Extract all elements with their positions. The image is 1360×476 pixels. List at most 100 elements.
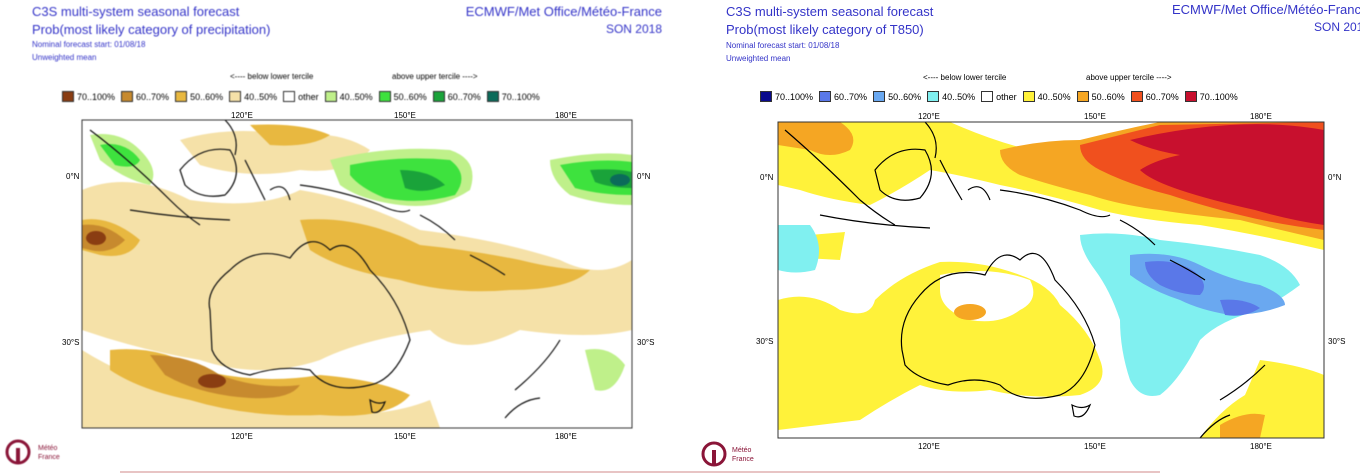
below-tercile-label: <---- below lower tercile <box>230 72 314 81</box>
legend-item: 40..50% <box>1022 91 1071 102</box>
axis-right-0n: 0°N <box>1328 173 1342 182</box>
axis-top-150e: 150°E <box>1084 112 1106 121</box>
meteo-france-logo: Météo France <box>4 434 84 476</box>
legend-swatch <box>62 91 74 102</box>
axis-bottom-180e: 180°E <box>1250 442 1272 451</box>
legend-swatch <box>229 91 242 102</box>
svg-text:Météo: Météo <box>38 445 58 452</box>
legend-label: other <box>996 91 1017 102</box>
panel-subtitle: Prob(most likely category of precipitati… <box>32 22 271 37</box>
legend-item: 70..100% <box>760 91 813 102</box>
legend-label: 70..100% <box>77 91 116 102</box>
bottom-divider <box>120 471 1160 473</box>
mean-type: Unweighted mean <box>726 54 791 63</box>
legend-swatch <box>283 91 296 102</box>
legend-label: 40..50% <box>1037 91 1071 102</box>
axis-top-150e: 150°E <box>394 111 416 120</box>
legend-swatch <box>175 91 188 102</box>
precipitation-map <box>81 119 633 429</box>
provider-name: ECMWF/Met Office/Météo-France <box>465 4 662 19</box>
legend-item: 50..60% <box>1076 91 1125 102</box>
legend-label: 40..50% <box>244 91 278 102</box>
panel-title: C3S multi-system seasonal forecast <box>726 4 934 19</box>
svg-text:France: France <box>38 454 60 461</box>
legend-swatch <box>927 91 940 102</box>
legend-label: 40..50% <box>339 91 373 102</box>
legend-item: 70..100% <box>486 91 540 102</box>
legend-swatch <box>1076 91 1089 102</box>
legend-item: 40..50% <box>927 91 975 102</box>
meteo-france-logo-icon: Météo France <box>701 441 754 467</box>
temperature-map <box>777 121 1325 439</box>
legend-item: 60..70% <box>819 91 867 102</box>
axis-right-30s: 30°S <box>637 338 655 347</box>
map-frame <box>81 119 633 429</box>
axis-left-30s: 30°S <box>62 338 80 347</box>
legend-label: 60..70% <box>136 91 170 102</box>
legend-item: 60..70% <box>121 91 169 102</box>
above-tercile-label: above upper tercile ----> <box>1086 73 1172 82</box>
legend-swatch <box>760 91 772 102</box>
legend-label: 60..70% <box>834 91 868 102</box>
axis-bottom-120e: 120°E <box>231 432 253 441</box>
legend-label: 60..70% <box>447 91 481 102</box>
mean-type: Unweighted mean <box>32 53 97 62</box>
axis-top-120e: 120°E <box>918 112 940 121</box>
legend-label: 70..100% <box>501 91 540 102</box>
axis-top-180e: 180°E <box>555 111 577 120</box>
legend-swatch <box>121 91 134 102</box>
temperature-field <box>778 122 1324 438</box>
axis-right-30s: 30°S <box>1328 337 1346 346</box>
axis-top-180e: 180°E <box>1250 112 1272 121</box>
forecast-start: Nominal forecast start: 01/08/18 <box>32 40 146 49</box>
legend-swatch <box>873 91 886 102</box>
precipitation-legend: 70..100% 60..70% 50..60% 40..50% other 40..50… <box>62 91 546 102</box>
panel-title: C3S multi-system seasonal forecast <box>32 4 240 19</box>
temperature-legend: 70..100% 60..70% 50..60% 40..50% other 40..50… <box>760 91 1244 102</box>
legend-label: 50..60% <box>393 91 427 102</box>
legend-swatch <box>1184 91 1197 102</box>
axis-left-0n: 0°N <box>760 173 774 182</box>
legend-swatch <box>324 91 337 102</box>
provider-name: ECMWF/Met Office/Météo-France <box>1172 2 1360 17</box>
legend-label: 50..60% <box>190 91 224 102</box>
axis-bottom-150e: 150°E <box>1084 442 1106 451</box>
legend-label: other <box>298 91 319 102</box>
axis-bottom-180e: 180°E <box>555 432 577 441</box>
below-tercile-label: <---- below lower tercile <box>923 73 1007 82</box>
map-frame <box>777 121 1325 439</box>
axis-left-30s: 30°S <box>756 337 774 346</box>
legend-swatch <box>1022 91 1035 102</box>
legend-label: 70..100% <box>1199 91 1238 102</box>
coastlines <box>89 120 561 419</box>
legend-swatch <box>819 91 832 102</box>
legend-item: 60..70% <box>432 91 481 102</box>
meteo-france-logo: Météo France <box>700 438 780 476</box>
panel-subtitle: Prob(most likely category of T850) <box>726 22 924 37</box>
legend-swatch <box>1130 91 1143 102</box>
temperature-forecast-panel: C3S multi-system seasonal forecast Prob(… <box>700 0 1360 476</box>
legend-label: 60..70% <box>1145 91 1179 102</box>
legend-item: 40..50% <box>324 91 373 102</box>
legend-item: 50..60% <box>873 91 921 102</box>
axis-bottom-150e: 150°E <box>394 432 416 441</box>
axis-top-120e: 120°E <box>231 111 253 120</box>
legend-item: 70..100% <box>62 91 115 102</box>
meteo-france-logo-icon: Météo France <box>5 439 60 465</box>
legend-label: 70..100% <box>775 91 814 102</box>
legend-item: 60..70% <box>1130 91 1179 102</box>
legend-label: 50..60% <box>888 91 922 102</box>
axis-left-0n: 0°N <box>66 172 80 181</box>
above-tercile-label: above upper tercile ----> <box>392 72 478 81</box>
legend-swatch <box>486 91 499 102</box>
legend-swatch <box>378 91 391 102</box>
legend-item: 70..100% <box>1184 91 1238 102</box>
legend-label: 50..60% <box>1091 91 1125 102</box>
legend-label: 40..50% <box>942 91 976 102</box>
precipitation-field <box>82 124 632 428</box>
legend-item: 40..50% <box>229 91 277 102</box>
coastlines <box>784 122 1266 438</box>
season-label: SON 2018 <box>1314 20 1360 34</box>
svg-text:France: France <box>732 456 754 463</box>
axis-right-0n: 0°N <box>637 172 651 181</box>
